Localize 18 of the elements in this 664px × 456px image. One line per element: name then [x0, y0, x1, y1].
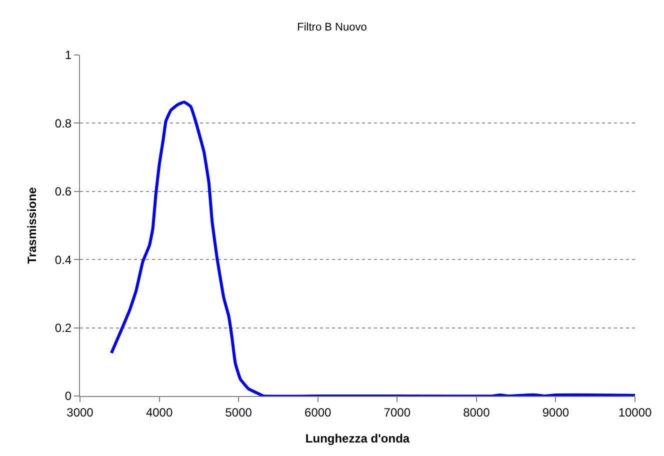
line-series — [110, 100, 635, 396]
y-tick-label: 0.4 — [54, 252, 72, 267]
y-tick-label: 0.2 — [54, 321, 72, 335]
x-tick-label: 8000 — [463, 405, 490, 420]
x-tick-label: 10000 — [618, 405, 652, 420]
x-tick-label: 7000 — [384, 405, 411, 420]
x-tick-label: 4000 — [146, 405, 173, 420]
chart-title: Filtro B Nuovo — [297, 22, 367, 34]
x-tick-label: 5000 — [225, 405, 252, 420]
x-axis-title: Lunghezza d'onda — [305, 431, 410, 446]
y-tick-label: 0.6 — [54, 184, 72, 199]
x-tick-label: 6000 — [304, 405, 332, 420]
x-tick-label: 9000 — [542, 405, 570, 420]
y-tick-label: 0 — [64, 389, 72, 404]
y-tick-label: 1 — [64, 48, 72, 62]
y-axis-title: Trasmissione — [25, 186, 40, 264]
x-tick-label: 3000 — [66, 405, 94, 420]
y-tick-label: 0.8 — [54, 116, 72, 130]
